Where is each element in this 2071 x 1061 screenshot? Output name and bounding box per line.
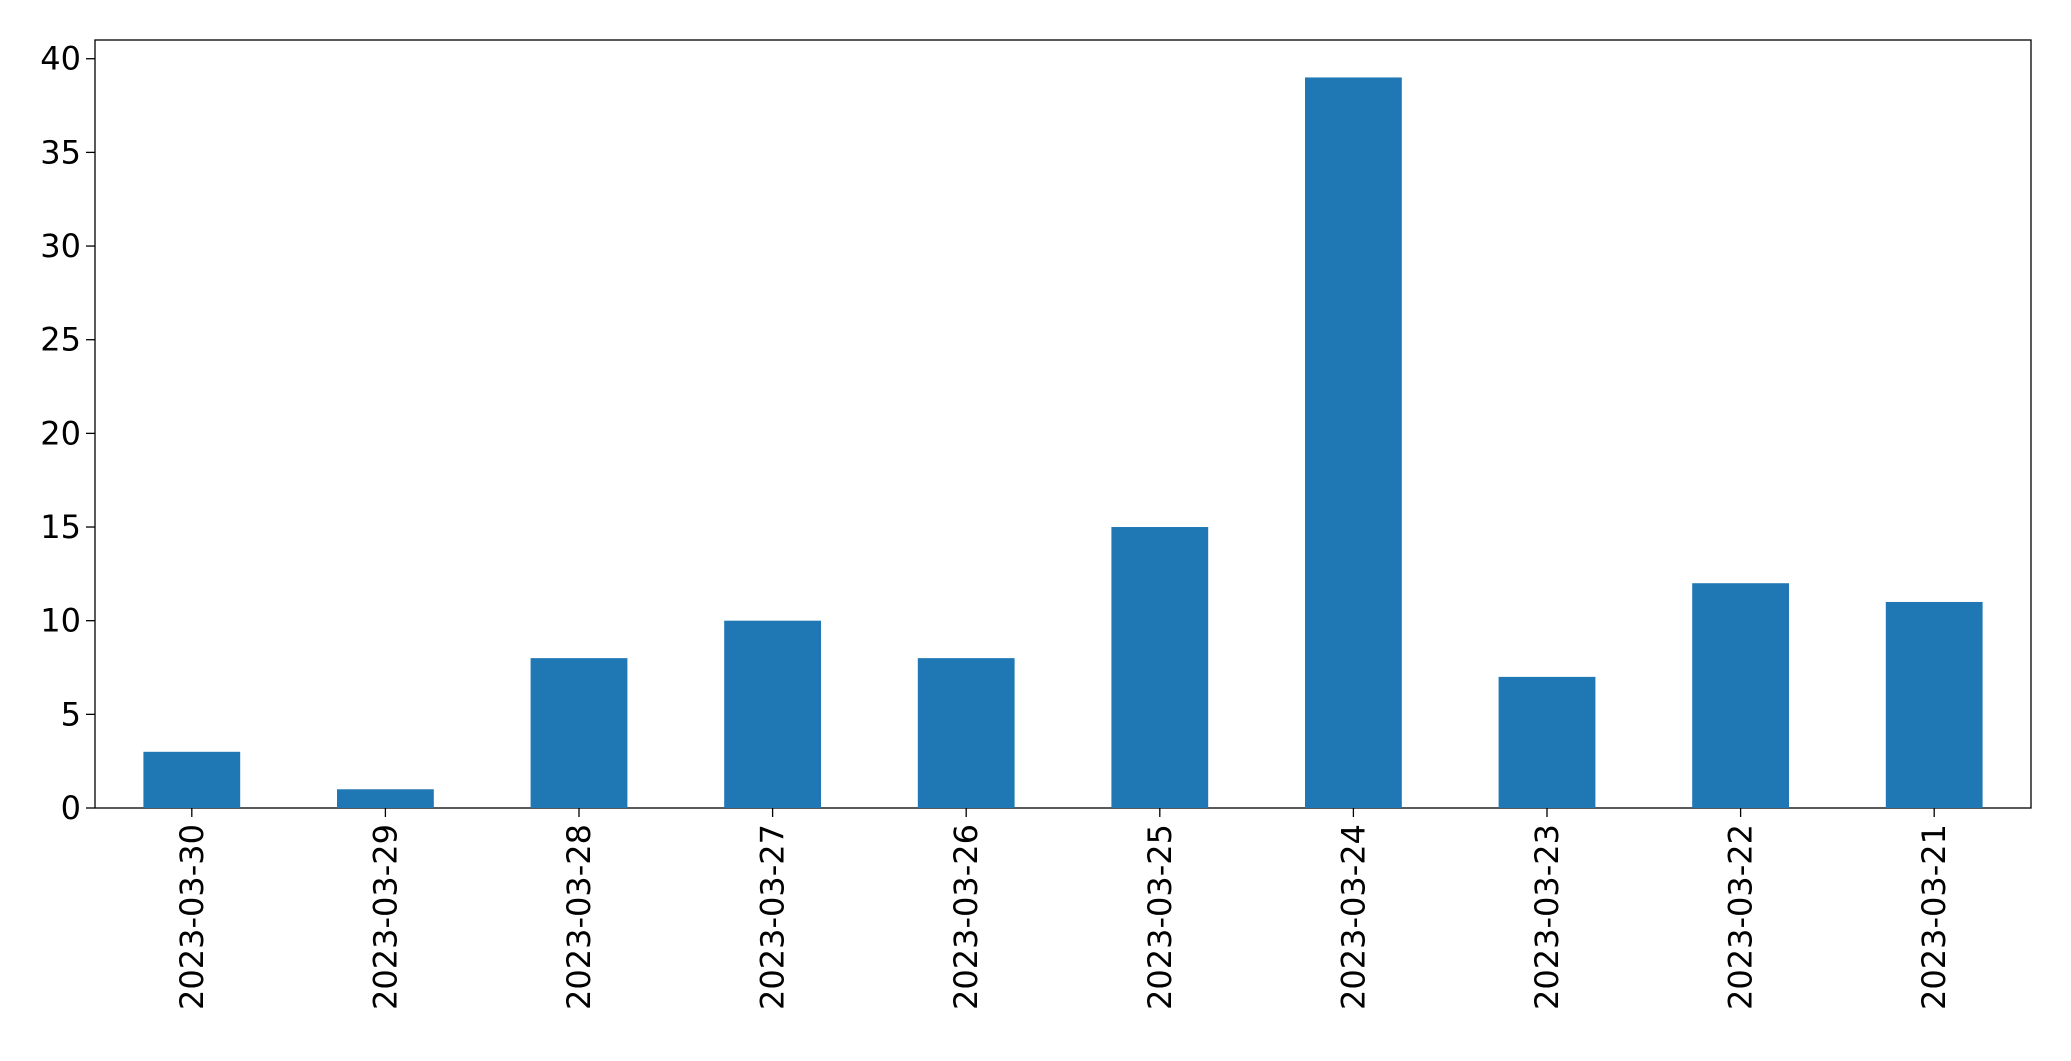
y-tick-label: 30 (40, 227, 81, 265)
x-tick-label: 2023-03-27 (754, 824, 792, 1010)
y-tick-label: 20 (40, 414, 81, 452)
y-tick-label: 40 (40, 40, 81, 78)
bar (530, 658, 628, 808)
y-tick-label: 10 (40, 602, 81, 640)
bar (1692, 583, 1789, 808)
y-tick-label: 15 (40, 508, 81, 546)
x-tick-label: 2023-03-30 (173, 824, 211, 1010)
bar (337, 789, 434, 808)
y-tick-label: 25 (40, 321, 81, 359)
y-tick-label: 0 (61, 789, 81, 827)
y-tick-label: 35 (40, 133, 81, 171)
bar (1498, 676, 1596, 808)
y-tick-label: 5 (61, 695, 81, 733)
x-tick-label: 2023-03-24 (1334, 824, 1372, 1010)
x-tick-label: 2023-03-28 (560, 824, 598, 1010)
bar (1885, 601, 1983, 808)
x-tick-label: 2023-03-25 (1141, 824, 1179, 1010)
x-tick-label: 2023-03-21 (1915, 824, 1953, 1010)
bar (1305, 77, 1402, 808)
plot-frame (94, 39, 2032, 809)
bar (724, 620, 821, 808)
bar (1111, 527, 1209, 808)
x-tick-label: 2023-03-22 (1722, 824, 1760, 1010)
x-tick-label: 2023-03-26 (947, 824, 985, 1010)
x-tick-label: 2023-03-23 (1528, 824, 1566, 1010)
x-tick-label: 2023-03-29 (366, 824, 404, 1010)
bar (917, 658, 1015, 808)
bar (143, 751, 241, 808)
